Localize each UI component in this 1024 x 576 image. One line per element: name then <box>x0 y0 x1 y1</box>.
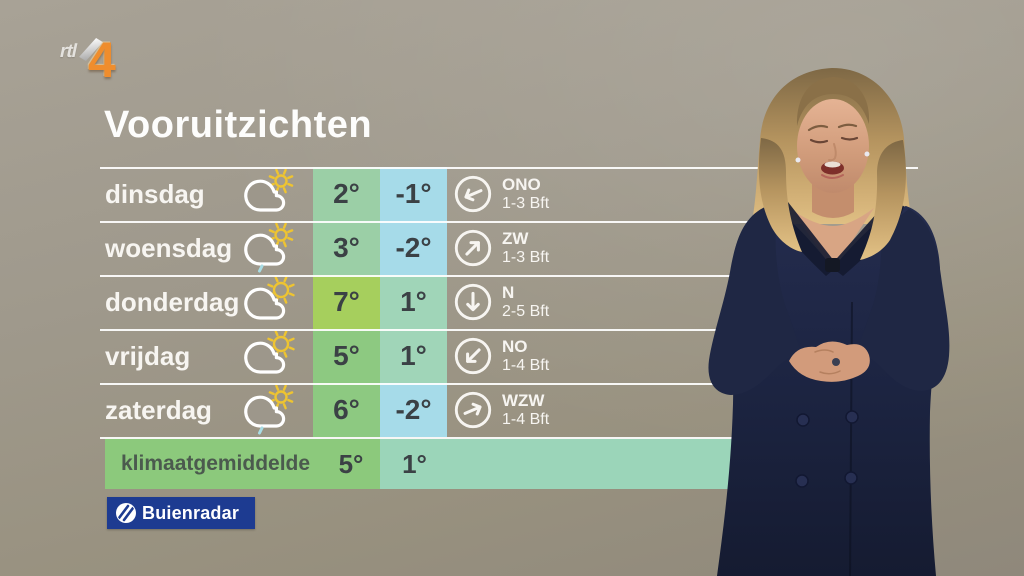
weather-icon <box>243 330 295 382</box>
wind-force-label: 1-3 Bft <box>502 249 550 266</box>
weather-icon <box>243 222 295 274</box>
day-label: zaterdag <box>105 395 212 425</box>
climate-average-max-band: klimaatgemiddelde 5° <box>105 439 380 489</box>
buienradar-logo: Buienradar <box>107 497 255 529</box>
rtl4-logo: rtl 4 <box>46 28 142 94</box>
climate-average-label: klimaatgemiddelde <box>121 452 311 475</box>
wind-force-label: 1-3 Bft <box>502 195 550 212</box>
day-label: donderdag <box>105 287 240 317</box>
min-temp-cell: -1° <box>380 167 447 221</box>
wind-arrow <box>466 348 481 363</box>
wind-text: WZW 1-4 Bft <box>502 391 549 429</box>
max-temp-cell: 6° <box>313 383 380 437</box>
climate-average-min-band: 1° <box>380 439 918 489</box>
max-temp-cell: 2° <box>313 167 380 221</box>
climate-average-max-temp: 5° <box>338 448 364 479</box>
wind-force-label: 1-4 Bft <box>502 411 550 428</box>
separator-line <box>100 275 918 277</box>
forecast-row: donderdag 7° 1° N 2-5 Bft <box>0 275 1024 329</box>
max-temp-cell: 5° <box>313 329 380 383</box>
wind-text: ONO 1-3 Bft <box>502 175 549 213</box>
wind-direction-label: N <box>502 283 515 302</box>
weather-icon <box>243 384 295 436</box>
wind-force-label: 2-5 Bft <box>502 303 550 320</box>
page-title: Vooruitzichten <box>104 104 373 146</box>
buienradar-radar-icon <box>116 503 136 523</box>
wind-force-label: 1-4 Bft <box>502 357 550 374</box>
min-temp-cell: -2° <box>380 383 447 437</box>
separator-line <box>100 167 918 169</box>
weather-icon <box>243 168 295 220</box>
rtl-logo-number: 4 <box>88 32 116 88</box>
wind-direction-label: ONO <box>502 175 541 194</box>
wind-arrow <box>466 291 480 312</box>
day-label: vrijdag <box>105 341 191 371</box>
wind-direction-icon <box>454 175 492 213</box>
weather-icon <box>243 276 295 328</box>
wind-direction-icon <box>454 229 492 267</box>
separator-line <box>100 221 918 223</box>
max-temp-cell: 7° <box>313 275 380 329</box>
separator-line <box>100 437 918 439</box>
separator-line <box>100 383 918 385</box>
buienradar-logo-text: Buienradar <box>142 502 240 523</box>
forecast-row: woensdag 3° -2° ZW 1-3 Bft <box>0 221 1024 275</box>
wind-direction-icon <box>454 337 492 375</box>
day-label: woensdag <box>105 233 233 263</box>
wind-direction-label: NO <box>502 337 528 356</box>
forecast-row: vrijdag 5° 1° NO 1-4 Bft <box>0 329 1024 383</box>
day-label: dinsdag <box>105 179 205 209</box>
wind-direction-label: ZW <box>502 229 529 248</box>
wind-text: ZW 1-3 Bft <box>502 229 549 267</box>
min-temp-cell: 1° <box>380 275 447 329</box>
min-temp-cell: -2° <box>380 221 447 275</box>
wind-arrow <box>463 402 482 416</box>
wind-direction-icon <box>454 391 492 429</box>
max-temp-cell: 3° <box>313 221 380 275</box>
forecast-row: dinsdag 2° -1° ONO 1-3 Bft <box>0 167 1024 221</box>
climate-average-min-temp: 1° <box>402 449 427 479</box>
wind-text: NO 1-4 Bft <box>502 337 549 375</box>
rtl-logo-text: rtl <box>57 41 79 62</box>
separator-line <box>100 329 918 331</box>
min-temp-cell: 1° <box>380 329 447 383</box>
wind-text: N 2-5 Bft <box>502 283 549 321</box>
wind-arrow <box>464 188 483 202</box>
forecast-row: zaterdag 6° -2° WZW 1-4 Bft <box>0 383 1024 437</box>
wind-direction-label: WZW <box>502 391 545 410</box>
wind-direction-icon <box>454 283 492 321</box>
wind-arrow <box>465 241 480 256</box>
